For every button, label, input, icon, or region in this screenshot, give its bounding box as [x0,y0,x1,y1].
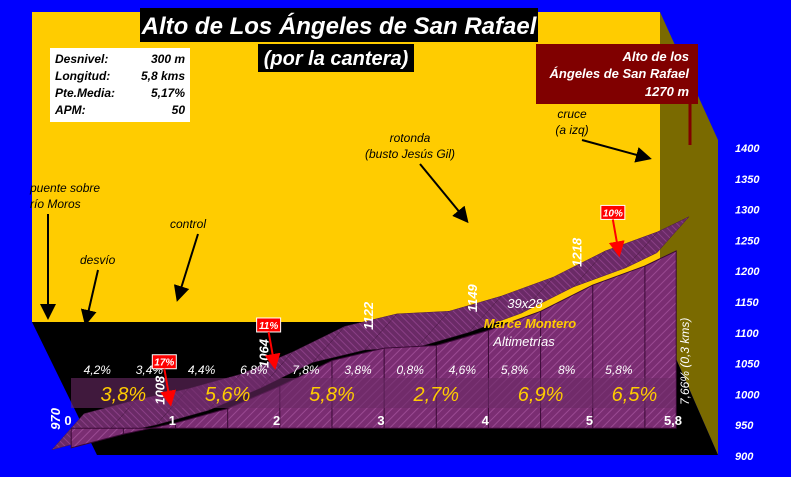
stat-value: 5,8 kms [141,69,185,83]
stats-row: Desnivel: 300 m [55,52,185,66]
stat-label: Longitud: [55,69,110,83]
segment-grade-label: 5,8% [605,363,633,377]
km-grade-label: 6,9% [518,384,564,406]
y-tick-label: 1400 [735,143,760,155]
summit-box [536,44,698,104]
x-axis: 0 1 2 3 4 5 5,8 [64,413,682,428]
y-tick-label: 1050 [735,359,760,371]
annotation-line1: desvío [80,253,116,267]
altitude-label: 970 [48,407,63,429]
annotation-arrow [419,163,469,224]
stats-box [50,48,190,122]
km-grade-label: 2,7% [412,384,459,406]
max-grade-arrow [608,219,625,258]
annotation: cruce (a izq) [555,107,652,163]
stats-row: Pte.Media: 5,17% [55,86,185,100]
summit-line3: 1270 m [645,84,690,99]
segment-grade-label: 4,2% [84,363,112,377]
annotation-line2: río Moros [30,197,81,211]
y-tick-label: 1150 [735,297,760,309]
segment-grade-label: 5,8% [501,363,529,377]
segment-grade-label: 8% [558,363,576,377]
annotation: rotonda (busto Jesús Gil) [365,131,469,224]
segment-grade-label: 0,8% [397,363,425,377]
altitude-label: 1122 [361,301,376,330]
chart-title: Alto de Los Ángeles de San Rafael [141,12,538,40]
profile-top-strip [625,216,690,269]
max-grade-marker: 17% [151,354,177,407]
segment-grade-label: 7,8% [292,363,320,377]
segment-grade-label: 6,8% [240,363,268,377]
stat-label: APM: [54,103,86,117]
annotation-arrow [581,139,652,163]
stats-row: APM: 50 [54,103,185,117]
y-tick-label: 1350 [735,174,760,186]
km-grade-label: 6,5% [612,384,658,406]
y-tick-label: 1200 [735,266,760,278]
annotation-line1: puente sobre [29,181,100,195]
annotation: puente sobre río Moros [29,181,100,320]
altitude-label: 1064 [257,338,272,368]
last-segment-grade: 7,66% (0,3 kms) [678,318,692,405]
summit-line2: Ángeles de San Rafael [549,66,690,81]
max-grade-marker: 11% [256,317,282,370]
x-tick-label: 5,8 [664,413,682,428]
km-grade-label: 5,8% [309,384,355,406]
annotation-arrow [80,269,99,326]
watermark-brand: Altimetrías [492,334,555,349]
y-tick-label: 1300 [735,205,760,217]
watermark-author: Marce Montero [484,316,577,331]
annotation-line1: control [170,217,206,231]
annotation-arrow [173,233,199,302]
annotation: desvío [80,253,116,326]
y-tick-label: 1000 [735,389,760,401]
stat-value: 5,17% [151,86,185,100]
segment-grade-label: 4,4% [188,363,216,377]
title-box [140,8,538,42]
annotation-line2: (a izq) [555,123,588,137]
y-axis: 900 950 1000 1050 1100 1150 1200 1250 1300 1350 14… [735,143,760,463]
altitude-label: 1149 [465,283,480,312]
max-grade-label: 17% [154,358,174,369]
chart-subtitle: (por la cantera) [264,48,409,70]
altitude-label: 1218 [570,237,585,267]
x-tick-label: 1 [169,413,176,428]
segment-grade-label: 3,8% [344,363,372,377]
x-tick-label: 2 [273,413,280,428]
max-grade-label: 11% [259,321,278,332]
summit-line1: Alto de los [622,49,689,64]
stat-value: 50 [172,103,186,117]
max-grade-arrow [264,331,281,370]
y-tick-label: 1100 [735,328,760,340]
x-tick-label: 0 [64,413,71,428]
max-grade-marker: 10% [600,204,626,258]
stat-label: Desnivel: [55,52,108,66]
x-tick-label: 4 [482,413,490,428]
annotation-line2: (busto Jesús Gil) [365,147,455,161]
y-tick-label: 900 [735,451,754,463]
max-grade-arrow [160,368,177,407]
x-tick-label: 3 [377,413,384,428]
annotation-line1: cruce [557,107,587,121]
y-tick-label: 1250 [735,235,760,247]
watermark-size: 39x28 [507,296,543,311]
y-tick-label: 950 [735,420,754,432]
profile-layer [51,216,690,451]
stats-row: Longitud: 5,8 kms [55,69,185,83]
marks-layer: 4,2% 3,4% 4,4% 6,8% 7,8% 3,8% 0,8% 4,6% 5,8% 8% 5,… [29,107,692,430]
stat-value: 300 m [151,52,185,66]
annotation: control [170,217,206,302]
subtitle-box [258,44,414,72]
segment-grade-label: 4,6% [449,363,477,377]
max-grade-label: 10% [603,208,623,219]
altitude-label: 1008 [152,375,167,405]
km-grade-label: 5,6% [205,384,251,406]
stat-label: Pte.Media: [55,86,115,100]
annotation-line1: rotonda [390,131,431,145]
km-grade-label: 3,8% [101,384,147,406]
x-tick-label: 5 [586,413,593,428]
